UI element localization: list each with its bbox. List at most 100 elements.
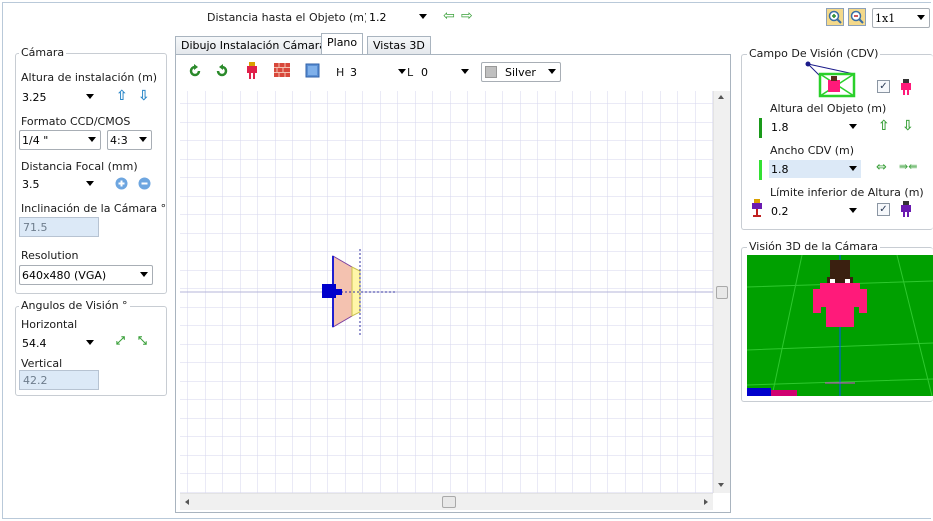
width-combo[interactable]: 1.8 xyxy=(768,159,862,179)
vertical-field[interactable]: 42.2 xyxy=(19,370,99,390)
arrow-down-icon[interactable]: ⇩ xyxy=(138,88,150,104)
width-label: Ancho CDV (m) xyxy=(770,144,855,157)
chevron-down-icon xyxy=(849,166,857,171)
arrow-down-icon[interactable]: ⇩ xyxy=(902,118,914,134)
rotate-left-icon[interactable] xyxy=(188,64,202,78)
color-value: Silver xyxy=(505,66,536,79)
scroll-up-icon[interactable] xyxy=(718,95,724,99)
chevron-down-icon xyxy=(139,137,147,142)
h-combo[interactable]: 3 xyxy=(347,62,411,82)
horizontal-scrollbar[interactable] xyxy=(180,493,713,510)
chevron-down-icon xyxy=(86,94,94,99)
aspect-value: 4:3 xyxy=(110,134,128,147)
collapse-icon[interactable]: ⤡ xyxy=(138,334,147,347)
tab-vistas-3d[interactable]: Vistas 3D xyxy=(367,36,431,54)
rotate-right-icon[interactable] xyxy=(215,64,229,78)
horizontal-value: 54.4 xyxy=(22,337,47,350)
resolution-label: Resolution xyxy=(21,249,79,262)
arrow-right-icon[interactable]: ⇨ xyxy=(461,8,473,24)
ccd-label: Formato CCD/CMOS xyxy=(21,115,131,128)
plan-grid[interactable] xyxy=(180,91,713,493)
chevron-down-icon xyxy=(419,14,427,19)
distance-value: 1.2 xyxy=(369,11,387,24)
tab-plano[interactable]: Plano xyxy=(321,33,364,54)
zoom-in-button[interactable] xyxy=(826,8,844,26)
wall-icon[interactable] xyxy=(274,63,290,77)
focal-combo[interactable]: 3.5 xyxy=(19,174,99,194)
person-limit-icon xyxy=(752,199,762,217)
tab-dibujo-instalacion[interactable]: Dibujo Instalación Cámara xyxy=(175,36,333,54)
horizontal-label: Horizontal xyxy=(21,318,78,331)
vertical-scrollbar[interactable] xyxy=(713,91,730,493)
chevron-down-icon xyxy=(849,208,857,213)
scroll-right-icon[interactable] xyxy=(704,499,708,505)
cdv-checkbox[interactable]: ✓ xyxy=(877,80,890,93)
distance-combo[interactable]: 1.2 xyxy=(366,7,432,27)
l-combo[interactable]: 0 xyxy=(418,62,474,82)
object-height-label: Altura del Objeto (m) xyxy=(770,102,887,115)
person-icon xyxy=(901,201,911,217)
height-combo[interactable]: 3.25 xyxy=(19,87,99,107)
zoom-out-button[interactable] xyxy=(848,8,866,26)
horizontal-combo[interactable]: 54.4 xyxy=(19,333,99,353)
person-icon[interactable] xyxy=(246,62,258,80)
l-label: L xyxy=(407,66,414,79)
object-height-combo[interactable]: 1.8 xyxy=(768,117,862,137)
arrow-up-icon[interactable]: ⇧ xyxy=(878,118,890,134)
tab-label: Vistas 3D xyxy=(373,39,425,52)
lower-limit-combo[interactable]: 0.2 xyxy=(768,201,862,221)
resolution-combo[interactable]: 640x480 (VGA) xyxy=(19,265,153,285)
focal-label: Distancia Focal (mm) xyxy=(21,160,138,173)
arrow-up-icon[interactable]: ⇧ xyxy=(116,88,128,104)
widen-icon[interactable]: ⇔ xyxy=(876,160,887,175)
object-height-value: 1.8 xyxy=(771,121,789,134)
cdv-diagram-icon xyxy=(805,61,856,98)
lower-limit-label: Límite inferior de Altura (m) xyxy=(770,186,924,199)
ccd-value: 1/4 " xyxy=(22,134,49,147)
figure-3d xyxy=(813,260,867,327)
minus-circle-icon[interactable] xyxy=(138,177,151,190)
chevron-down-icon xyxy=(917,15,925,20)
camera-group-title: Cámara xyxy=(19,46,67,59)
chevron-down-icon xyxy=(461,69,469,74)
height-indicator xyxy=(759,118,762,138)
vertical-scroll-thumb[interactable] xyxy=(716,286,728,299)
cdv-group-title: Campo De Visión (CDV) xyxy=(747,47,881,60)
height-value: 3.25 xyxy=(22,91,47,104)
h-value: 3 xyxy=(350,66,357,79)
layout-combo[interactable]: 1x1 xyxy=(872,8,930,28)
scroll-left-icon[interactable] xyxy=(185,499,189,505)
narrow-icon[interactable]: ⇛⇚ xyxy=(899,160,918,173)
angles-group-title: Angulos de Visión ° xyxy=(19,299,130,312)
ccd-combo[interactable]: 1/4 " xyxy=(19,130,101,150)
box-icon[interactable] xyxy=(305,63,321,79)
tilt-field[interactable]: 71.5 xyxy=(19,217,99,237)
tab-label: Dibujo Instalación Cámara xyxy=(181,39,327,52)
chevron-down-icon xyxy=(140,272,148,277)
width-value: 1.8 xyxy=(771,163,789,176)
color-swatch xyxy=(485,66,497,78)
lower-limit-checkbox[interactable]: ✓ xyxy=(877,203,890,216)
chevron-down-icon xyxy=(548,69,556,74)
camera-fov[interactable] xyxy=(322,249,395,335)
tilt-label: Inclinación de la Cámara ° xyxy=(21,202,167,215)
chevron-down-icon xyxy=(398,69,406,74)
plus-circle-icon[interactable] xyxy=(115,177,128,190)
focal-value: 3.5 xyxy=(22,178,40,191)
aspect-combo[interactable]: 4:3 xyxy=(107,130,152,150)
expand-icon[interactable]: ⤢ xyxy=(116,334,125,347)
camera-3d-view[interactable] xyxy=(747,255,933,396)
zoom-in-icon xyxy=(828,10,842,24)
view3d-group-title: Visión 3D de la Cámara xyxy=(747,240,880,253)
scroll-down-icon[interactable] xyxy=(718,483,724,487)
lower-limit-value: 0.2 xyxy=(771,205,789,218)
horizontal-scroll-thumb[interactable] xyxy=(442,496,456,508)
chevron-down-icon xyxy=(86,340,94,345)
arrow-left-icon[interactable]: ⇦ xyxy=(443,8,455,24)
person-icon xyxy=(901,79,911,95)
chevron-down-icon xyxy=(88,137,96,142)
layout-value: 1x1 xyxy=(875,12,896,25)
zoom-out-icon xyxy=(850,10,864,24)
color-combo[interactable]: Silver xyxy=(481,62,561,82)
